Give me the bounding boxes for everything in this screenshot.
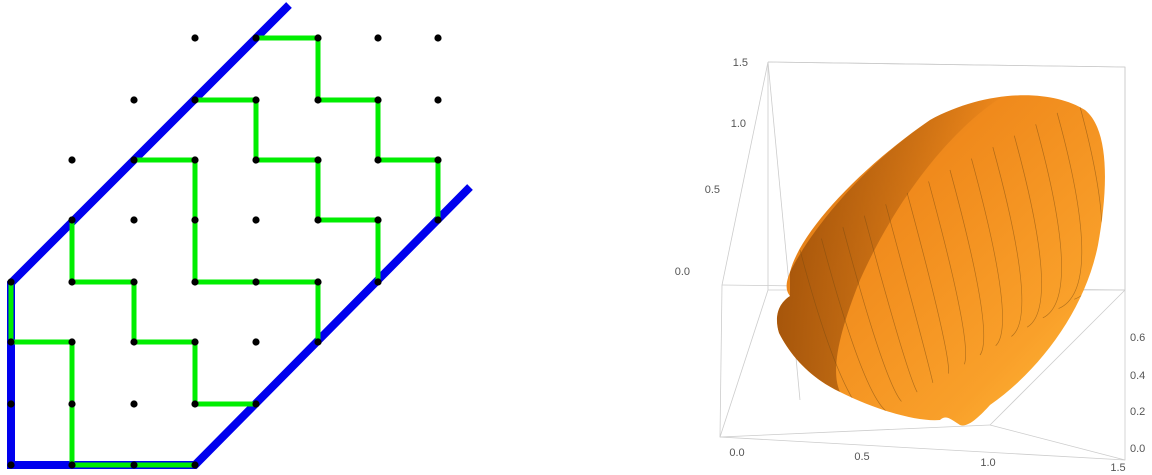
bottom-axis-tick: 1.5 [1110,462,1125,474]
lattice-dot [191,216,199,224]
boundary-upper-left [7,2,473,469]
mesh-line [949,169,985,356]
right-axis-tick: 0.2 [1130,406,1145,418]
lattice-dot [434,96,442,104]
lattice-dot [314,156,322,164]
box-edge-8 [767,61,1126,68]
lattice-dot [68,461,76,469]
lattice-dot [252,278,260,286]
mesh-line [885,204,934,383]
lattice-dot [314,34,322,42]
3d-surface-plot: 1.5 1.0 0.5 0.0 0.6 0.4 0.2 0.0 0.0 0.5 … [675,57,1146,474]
surface-shading [777,95,1010,392]
lattice-dot [252,156,260,164]
lattice-dot [374,278,382,286]
lattice-dot [191,400,199,408]
mesh-line [1013,135,1042,328]
lattice-dot [68,400,76,408]
vertical-axis-tick: 0.0 [675,266,690,278]
lattice-dot [191,278,199,286]
green-path-upper [192,97,381,285]
mesh-line [821,238,886,411]
lattice-dot [314,278,322,286]
lattice-dot [434,156,442,164]
bottom-axis-tick: 1.0 [980,457,995,469]
lattice-dot [7,400,15,408]
lattice-dot [374,96,382,104]
lattice-dot [374,34,382,42]
lattice-dot [7,278,15,286]
lattice-dot [434,34,442,42]
lattice-dot [374,156,382,164]
blue-boundary [7,2,473,469]
green-path-middle [131,157,321,345]
lattice-dot [191,96,199,104]
bottom-axis-tick: 0.0 [729,447,744,459]
mesh-line [842,227,902,402]
mesh-line [906,192,949,374]
bottom-axis-ticks: 0.0 0.5 1.0 1.5 [729,447,1125,474]
lattice-dot [434,216,442,224]
mesh-line [971,158,1003,346]
lattice-dot [130,96,138,104]
lattice-dot [7,338,15,346]
box-edge-6 [719,424,991,438]
lattice-dot [130,278,138,286]
green-lattice-paths [8,35,441,468]
mesh-line [1035,124,1062,319]
lattice-dot [68,338,76,346]
mesh-line [928,181,967,365]
vertical-axis-tick: 1.5 [733,57,748,69]
bottom-axis-tick: 0.5 [854,451,869,463]
lattice-dot [191,461,199,469]
surface-body [776,95,1105,426]
lattice-dot [314,338,322,346]
lattice-dot [191,34,199,42]
vertical-axis-ticks: 1.5 1.0 0.5 0.0 [675,57,748,278]
mesh-line [1056,112,1083,309]
lattice-dot [252,400,260,408]
box-edge-4 [989,289,1126,426]
lattice-dot [314,96,322,104]
right-axis-tick: 0.6 [1130,332,1145,344]
green-path-top [253,35,441,223]
lattice-dot [252,96,260,104]
lattice-dot [191,156,199,164]
green-path-corner [8,279,198,468]
lattice-dot [374,216,382,224]
lattice-dot [130,461,138,469]
right-axis-tick: 0.4 [1130,370,1145,382]
right-axis-ticks: 0.6 0.4 0.2 0.0 [1130,332,1145,455]
lattice-dot [130,156,138,164]
right-axis-tick: 0.0 [1130,443,1145,455]
lattice-dot [191,338,199,346]
box-edge-5 [719,289,769,438]
lattice-dot [68,156,76,164]
lattice-path-diagram [7,2,473,469]
lattice-dot [314,216,322,224]
lattice-dot [252,216,260,224]
vertical-axis-tick: 0.5 [705,184,720,196]
lattice-dot [7,461,15,469]
surface [776,95,1105,426]
green-path-left [69,217,259,407]
lattice-dot [252,34,260,42]
box-edge-7 [989,424,1126,461]
lattice-dot [130,338,138,346]
mesh-line [863,215,918,393]
vertical-axis-tick: 1.0 [731,118,746,130]
surface-mesh-lines [799,95,1105,421]
lattice-dot [68,216,76,224]
mesh-line [992,147,1023,337]
lattice-dot [130,216,138,224]
lattice-dot [130,400,138,408]
lattice-dot [252,338,260,346]
lattice-dots [7,34,442,469]
lattice-dot [68,278,76,286]
